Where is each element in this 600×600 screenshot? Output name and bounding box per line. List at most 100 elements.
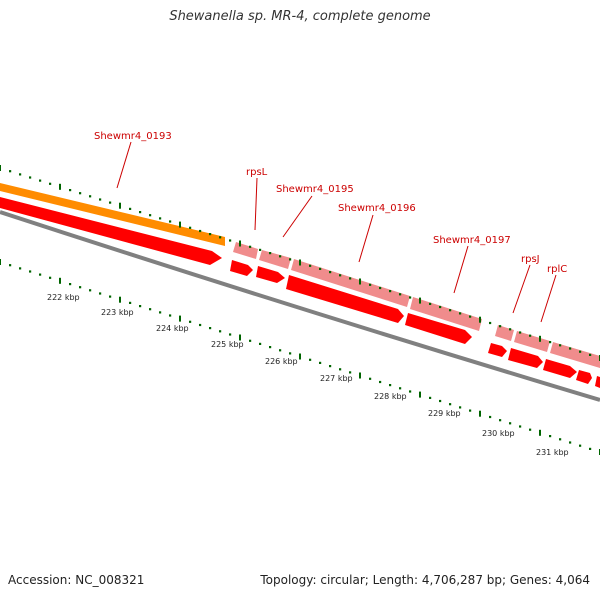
light-gene-segment (410, 297, 482, 331)
scale-minor-tick (109, 201, 112, 204)
gene-label-shewmr4-0195: Shewmr4_0195 (276, 184, 354, 195)
scale-minor-tick (219, 330, 222, 333)
scale-minor-tick (99, 198, 102, 201)
scale-minor-tick (89, 195, 92, 198)
scale-minor-tick (149, 214, 152, 217)
scale-minor-tick (9, 170, 12, 173)
scale-minor-tick (159, 311, 162, 314)
scale-minor-tick (199, 323, 202, 327)
scale-major-tick (179, 315, 181, 322)
red-gene-arrow (230, 260, 253, 276)
scale-major-tick (359, 372, 361, 379)
scale-minor-tick (149, 308, 152, 311)
scale-major-tick (479, 316, 481, 323)
scale-minor-tick (159, 217, 162, 220)
scale-minor-tick (279, 349, 282, 352)
scale-minor-tick (439, 399, 442, 403)
scale-major-tick (299, 353, 301, 360)
upper-scale-dots (0, 165, 600, 361)
scale-minor-tick (229, 239, 232, 242)
gene-label-shewmr4-0193: Shewmr4_0193 (94, 131, 172, 142)
gene-label-shewmr4-0197: Shewmr4_0197 (433, 235, 511, 246)
scale-major-tick (419, 391, 421, 398)
scale-minor-tick (129, 301, 132, 304)
light-gene-segment (291, 259, 410, 307)
scale-minor-tick (89, 289, 92, 292)
scale-major-tick (59, 183, 61, 190)
scale-minor-tick (49, 276, 52, 279)
red-gene-arrow (508, 348, 543, 368)
red-gene-arrow (0, 197, 222, 265)
scale-minor-tick (309, 264, 312, 267)
scale-minor-tick (469, 315, 472, 318)
scale-minor-tick (519, 425, 522, 428)
light-gene-segment (550, 342, 600, 368)
scale-minor-tick (129, 207, 132, 210)
scale-minor-tick (349, 277, 352, 280)
scale-minor-tick (339, 368, 342, 371)
accession-text: Accession: NC_008321 (8, 573, 145, 587)
scale-major-tick (479, 410, 481, 417)
scale-minor-tick (79, 286, 82, 289)
scale-major-tick (179, 221, 181, 228)
scale-minor-tick (279, 255, 282, 258)
scale-minor-tick (289, 352, 292, 355)
scale-minor-tick (449, 403, 452, 406)
scale-minor-tick (509, 328, 512, 331)
scale-minor-tick (19, 267, 22, 270)
scale-major-tick (239, 334, 241, 341)
scale-minor-tick (329, 365, 332, 368)
light-gene-segment (233, 242, 258, 259)
scale-major-tick (299, 259, 301, 266)
scale-minor-tick (529, 428, 532, 431)
scale-minor-tick (589, 447, 592, 450)
page-title: Shewanella sp. MR-4, complete genome (169, 9, 431, 24)
scale-major-tick (539, 335, 541, 342)
scale-minor-tick (409, 390, 412, 393)
scale-minor-tick (559, 438, 562, 441)
scale-minor-tick (569, 441, 572, 444)
scale-minor-tick (209, 327, 212, 330)
scale-minor-tick (399, 387, 402, 390)
gene-label-rpsj: rpsJ (521, 254, 540, 265)
gene-label-rplc: rplC (547, 264, 567, 275)
scale-minor-tick (269, 252, 272, 255)
scale-tick-label: 226 kbp (265, 357, 298, 366)
scale-minor-tick (19, 173, 22, 176)
scale-minor-tick (249, 339, 252, 342)
scale-minor-tick (589, 353, 592, 356)
scale-major-tick (539, 429, 541, 436)
scale-minor-tick (379, 286, 382, 290)
scale-minor-tick (559, 344, 562, 347)
scale-minor-tick (39, 273, 42, 276)
scale-minor-tick (169, 220, 172, 223)
scale-major-tick (0, 165, 1, 171)
scale-minor-tick (489, 321, 492, 325)
scale-minor-tick (579, 350, 582, 353)
scale-tick-label: 229 kbp (428, 409, 461, 418)
scale-major-tick (119, 296, 121, 303)
scale-tick-label: 223 kbp (101, 308, 134, 317)
scale-minor-tick (349, 371, 352, 374)
scale-minor-tick (339, 274, 342, 277)
scale-minor-tick (499, 325, 502, 328)
scale-minor-tick (309, 358, 312, 361)
scale-tick-label: 225 kbp (211, 340, 244, 349)
scale-minor-tick (29, 176, 32, 179)
red-gene-arrow (405, 313, 472, 344)
genome-summary-text: Topology: circular; Length: 4,706,287 bp… (260, 573, 590, 587)
scale-minor-tick (49, 182, 52, 185)
scale-major-tick (239, 240, 241, 247)
scale-tick-label: 231 kbp (536, 448, 569, 457)
scale-minor-tick (69, 283, 72, 286)
light-gene-segment (259, 250, 291, 269)
scale-minor-tick (369, 377, 372, 380)
scale-minor-tick (459, 312, 462, 315)
red-gene-arrow (256, 266, 285, 283)
scale-minor-tick (109, 295, 112, 298)
scale-minor-tick (429, 302, 432, 305)
red-gene-arrow (488, 343, 507, 357)
red-gene-arrow (595, 376, 600, 388)
scale-minor-tick (249, 245, 252, 248)
red-gene-arrow (576, 370, 592, 384)
